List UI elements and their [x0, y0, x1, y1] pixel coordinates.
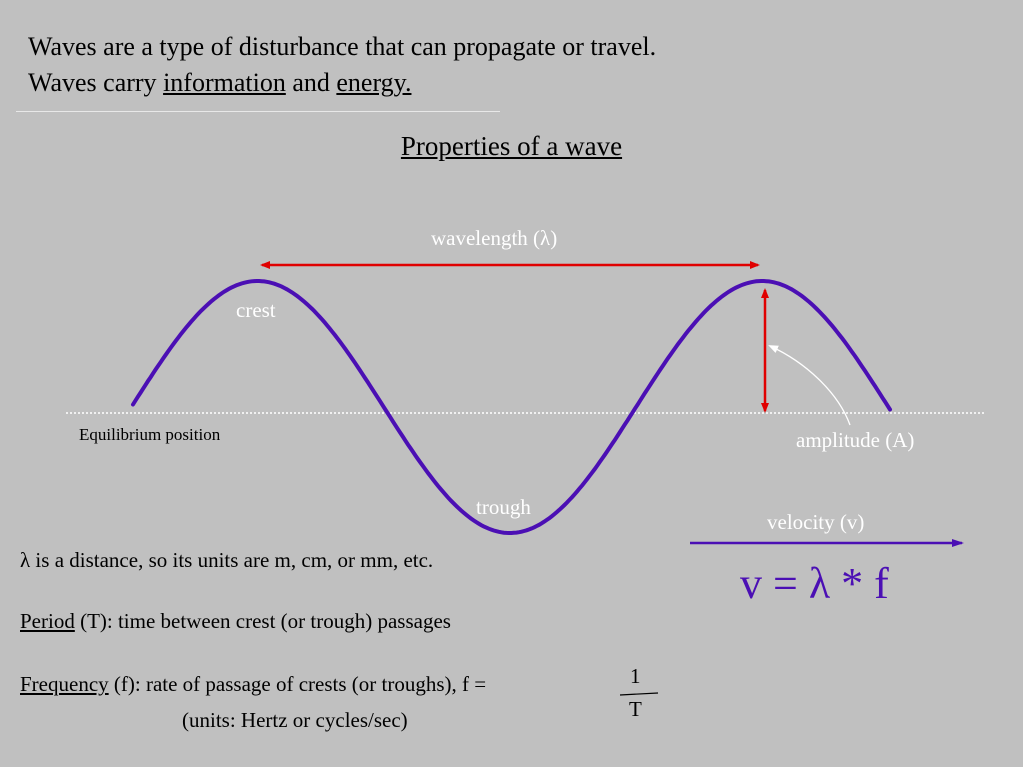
- intro-line-1: Waves are a type of disturbance that can…: [28, 32, 657, 61]
- wavelength-label: wavelength (λ): [431, 226, 558, 250]
- divider: [16, 111, 500, 112]
- energy-term: energy.: [336, 68, 412, 97]
- period-term: Period: [20, 609, 75, 633]
- wave-formula: v = λ * f: [740, 559, 889, 608]
- fraction-denominator: T: [629, 697, 642, 721]
- fraction-numerator: 1: [630, 664, 641, 688]
- information-term: information: [163, 68, 286, 97]
- equilibrium-label: Equilibrium position: [79, 425, 221, 444]
- trough-label: trough: [476, 495, 531, 519]
- page-title: Properties of a wave: [400, 131, 623, 161]
- amplitude-label: amplitude (A): [796, 428, 915, 452]
- frequency-definition: (f): rate of passage of crests (or troug…: [108, 672, 487, 696]
- lambda-units-note: λ is a distance, so its units are m, cm,…: [20, 548, 434, 572]
- frequency-term: Frequency: [20, 672, 109, 696]
- crest-label: crest: [236, 298, 276, 322]
- intro-mid: and: [285, 68, 337, 97]
- wave-curve: [131, 279, 892, 535]
- amplitude-pointer: [768, 345, 851, 426]
- velocity-label: velocity (v): [767, 510, 865, 534]
- frequency-units: (units: Hertz or cycles/sec): [182, 708, 408, 732]
- fraction-bar: [619, 692, 659, 696]
- intro-line-2: Waves carry information and energy.: [28, 66, 411, 100]
- frequency-note: Frequency (f): rate of passage of crests…: [20, 672, 486, 697]
- intro-prefix: Waves carry: [28, 68, 164, 97]
- period-note: Period (T): time between crest (or troug…: [20, 609, 451, 634]
- period-definition: (T): time between crest (or trough) pass…: [74, 609, 451, 633]
